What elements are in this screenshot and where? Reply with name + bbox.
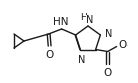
Text: H: H — [80, 13, 87, 22]
Text: O: O — [104, 67, 112, 78]
Text: HN: HN — [53, 17, 68, 27]
Text: N: N — [86, 15, 94, 25]
Text: O: O — [46, 50, 54, 60]
Text: N: N — [78, 55, 85, 65]
Text: N: N — [105, 29, 113, 40]
Text: O: O — [119, 40, 127, 50]
